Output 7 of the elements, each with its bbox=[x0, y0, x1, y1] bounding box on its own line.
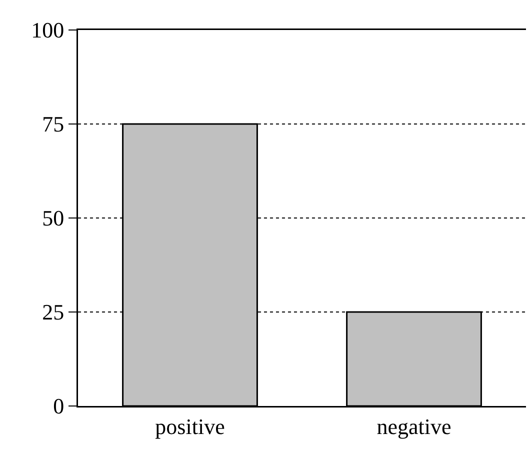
y-tick-label: 25 bbox=[42, 300, 64, 325]
y-tick-label: 75 bbox=[42, 112, 64, 137]
y-tick-label: 0 bbox=[53, 394, 64, 419]
x-tick-label: positive bbox=[155, 414, 225, 439]
y-tick-label: 100 bbox=[31, 18, 64, 43]
y-tick-label: 50 bbox=[42, 206, 64, 231]
x-tick-label: negative bbox=[376, 414, 452, 439]
